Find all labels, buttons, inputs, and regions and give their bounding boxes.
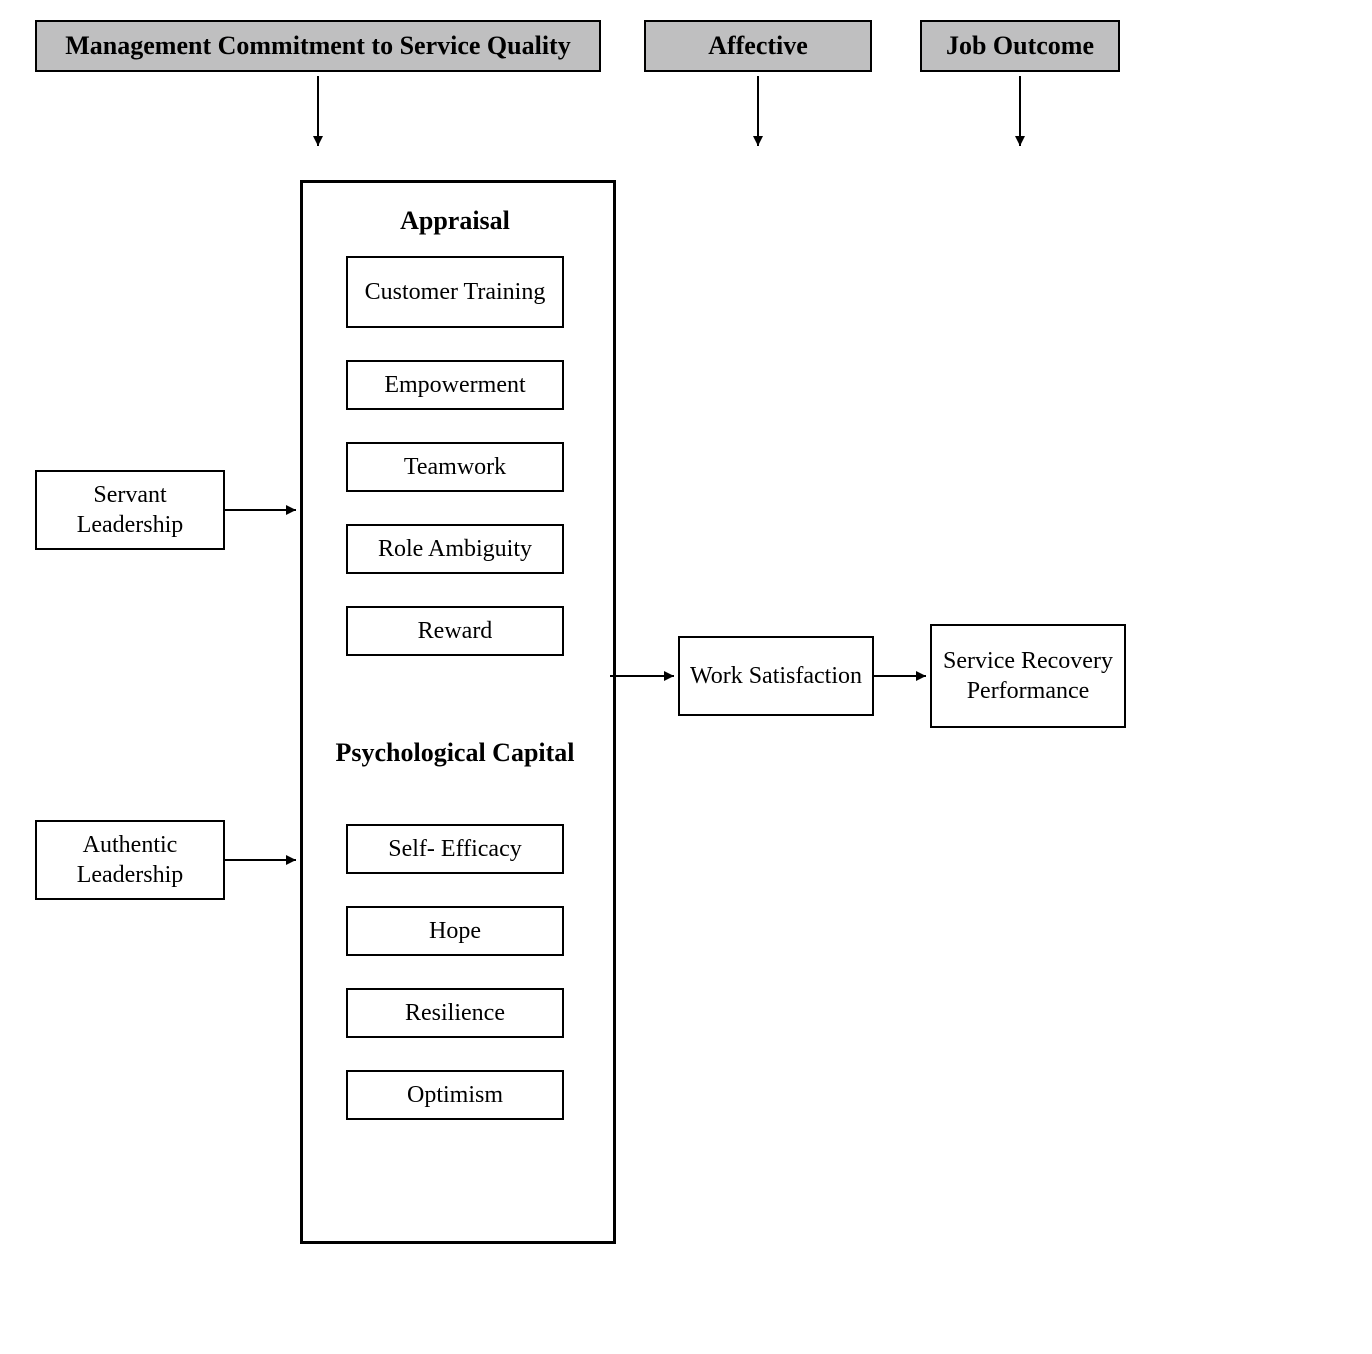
header-affective-label: Affective — [708, 30, 808, 63]
node-appraisal-0-label: Customer Training — [365, 277, 546, 307]
node-work-satisfaction-label: Work Satisfaction — [690, 661, 862, 691]
node-appraisal-2: Teamwork — [346, 442, 564, 492]
node-psycap-2-label: Resilience — [405, 998, 505, 1028]
node-psycap-3-label: Optimism — [407, 1080, 503, 1110]
node-appraisal-4-label: Reward — [418, 616, 493, 646]
node-service-recovery-performance-label: Service Recovery Performance — [940, 646, 1116, 706]
header-outcome: Job Outcome — [920, 20, 1120, 72]
node-appraisal-4: Reward — [346, 606, 564, 656]
section-title-appraisal-label: Appraisal — [400, 206, 510, 235]
node-psycap-0-label: Self- Efficacy — [388, 834, 522, 864]
node-authentic-leadership-label: Authentic Leadership — [45, 830, 215, 890]
section-title-psycap: Psychological Capital — [300, 738, 610, 768]
node-appraisal-1: Empowerment — [346, 360, 564, 410]
node-service-recovery-performance: Service Recovery Performance — [930, 624, 1126, 728]
section-title-appraisal: Appraisal — [300, 206, 610, 236]
node-psycap-0: Self- Efficacy — [346, 824, 564, 874]
node-servant-leadership: Servant Leadership — [35, 470, 225, 550]
section-title-psycap-label: Psychological Capital — [335, 738, 574, 767]
header-mgmt-label: Management Commitment to Service Quality — [65, 30, 570, 63]
node-authentic-leadership: Authentic Leadership — [35, 820, 225, 900]
header-outcome-label: Job Outcome — [946, 30, 1094, 63]
node-work-satisfaction: Work Satisfaction — [678, 636, 874, 716]
node-psycap-1-label: Hope — [429, 916, 481, 946]
node-appraisal-0: Customer Training — [346, 256, 564, 328]
node-psycap-3: Optimism — [346, 1070, 564, 1120]
node-psycap-1: Hope — [346, 906, 564, 956]
node-appraisal-1-label: Empowerment — [384, 370, 525, 400]
node-psycap-2: Resilience — [346, 988, 564, 1038]
node-appraisal-3-label: Role Ambiguity — [378, 534, 532, 564]
header-affective: Affective — [644, 20, 872, 72]
node-servant-leadership-label: Servant Leadership — [45, 480, 215, 540]
node-appraisal-2-label: Teamwork — [404, 452, 506, 482]
node-appraisal-3: Role Ambiguity — [346, 524, 564, 574]
header-mgmt: Management Commitment to Service Quality — [35, 20, 601, 72]
